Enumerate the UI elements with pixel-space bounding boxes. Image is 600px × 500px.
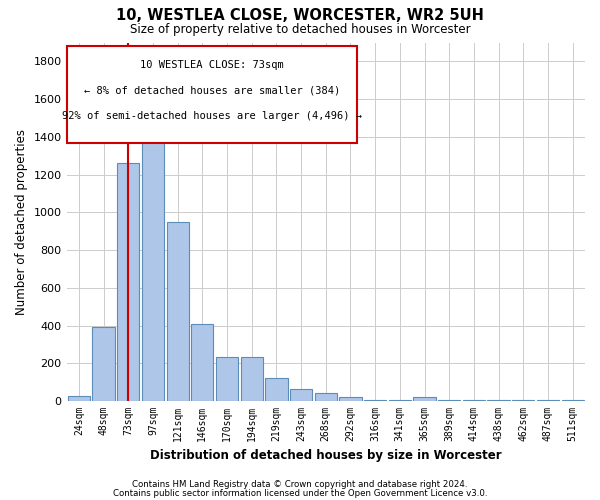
Bar xyxy=(340,398,362,401)
Bar xyxy=(241,356,263,401)
Y-axis label: Number of detached properties: Number of detached properties xyxy=(15,129,28,315)
Bar xyxy=(487,400,510,401)
Bar xyxy=(364,400,386,401)
Text: 10, WESTLEA CLOSE, WORCESTER, WR2 5UH: 10, WESTLEA CLOSE, WORCESTER, WR2 5UH xyxy=(116,8,484,22)
Bar xyxy=(438,400,460,401)
Bar xyxy=(512,400,535,401)
Text: Contains public sector information licensed under the Open Government Licence v3: Contains public sector information licen… xyxy=(113,488,487,498)
Bar xyxy=(167,222,189,401)
Text: ← 8% of detached houses are smaller (384): ← 8% of detached houses are smaller (384… xyxy=(83,86,340,96)
Bar xyxy=(68,396,90,401)
Bar xyxy=(290,389,312,401)
Bar xyxy=(389,400,411,401)
Bar xyxy=(562,400,584,401)
Text: 10 WESTLEA CLOSE: 73sqm: 10 WESTLEA CLOSE: 73sqm xyxy=(140,60,284,70)
Bar xyxy=(537,400,559,401)
Text: Size of property relative to detached houses in Worcester: Size of property relative to detached ho… xyxy=(130,22,470,36)
Bar xyxy=(216,356,238,401)
Bar xyxy=(117,164,139,401)
Bar xyxy=(413,398,436,401)
Bar xyxy=(191,324,214,401)
Text: Contains HM Land Registry data © Crown copyright and database right 2024.: Contains HM Land Registry data © Crown c… xyxy=(132,480,468,489)
Bar xyxy=(463,400,485,401)
X-axis label: Distribution of detached houses by size in Worcester: Distribution of detached houses by size … xyxy=(150,450,502,462)
Text: 92% of semi-detached houses are larger (4,496) →: 92% of semi-detached houses are larger (… xyxy=(62,110,362,120)
Bar xyxy=(142,137,164,401)
Bar xyxy=(92,328,115,401)
Bar xyxy=(265,378,287,401)
Bar xyxy=(314,392,337,401)
FancyBboxPatch shape xyxy=(67,46,357,143)
